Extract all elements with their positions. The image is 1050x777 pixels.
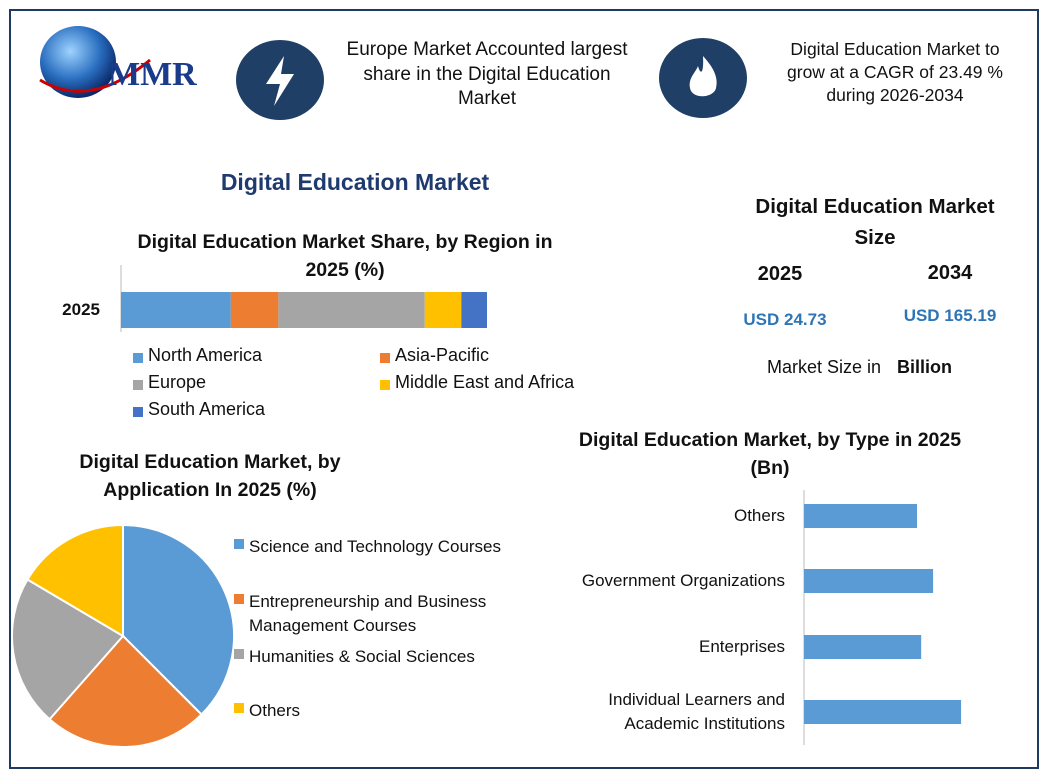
bar-segment <box>461 292 487 328</box>
bar-segment <box>278 292 425 328</box>
bar <box>804 700 962 724</box>
size-unit: Billion <box>897 357 952 377</box>
pie-slice <box>122 523 235 716</box>
fact: Digital Education Market to grow at a CA… <box>787 39 1003 105</box>
legend-label: Science and Technology Courses <box>249 537 502 556</box>
legend-swatch <box>380 353 390 363</box>
size-value: USD 165.19 <box>903 306 997 325</box>
legend-swatch <box>133 353 143 363</box>
legend-swatch <box>234 594 244 604</box>
fact: Europe Market Accounted largest share in… <box>346 39 628 110</box>
legend-label: South America <box>148 399 266 419</box>
bar <box>804 504 918 528</box>
legend-swatch <box>133 380 143 390</box>
y-tick-label: Individual Learners and Academic Institu… <box>608 689 785 734</box>
legend-label: Entrepreneurship and Business Management… <box>249 592 487 635</box>
flame <box>689 56 717 97</box>
pie-slice <box>11 578 125 721</box>
legend-swatch <box>133 407 143 417</box>
size-title: Digital Education Market Size <box>755 195 995 249</box>
bar <box>804 569 934 593</box>
chart-title: Digital Education Market, by Application… <box>79 451 341 502</box>
bar-segment <box>230 292 279 328</box>
legend-swatch <box>234 539 244 549</box>
legend-label: North America <box>148 345 263 365</box>
logo-swoosh <box>39 58 151 93</box>
size-value: USD 24.73 <box>743 310 827 329</box>
legend-swatch <box>234 649 244 659</box>
chart-title: Digital Education Market, by Type in 202… <box>578 429 962 480</box>
legend-label: Humanities & Social Sciences <box>249 647 475 666</box>
y-tick-label: Government Organizations <box>581 570 785 590</box>
pie-slice <box>48 634 203 748</box>
logo-globe <box>40 26 116 98</box>
bar-segment <box>121 292 231 328</box>
main-title: Digital Education Market <box>220 169 490 195</box>
legend-swatch <box>234 703 244 713</box>
y-tick-label: Others <box>733 505 785 525</box>
y-tick-label: 2025 <box>62 300 100 319</box>
legend-label: Middle East and Africa <box>395 372 575 392</box>
y-tick-label: Enterprises <box>699 636 785 656</box>
size-year: 2034 <box>927 262 973 284</box>
legend-label: Asia-Pacific <box>395 345 490 365</box>
size-year: 2025 <box>757 263 803 285</box>
bar-segment <box>424 292 462 328</box>
bar <box>804 635 922 659</box>
pie-slice <box>26 523 124 638</box>
size-note: Market Size in <box>767 357 882 377</box>
chart-title: Digital Education Market Share, by Regio… <box>137 231 553 282</box>
legend-label: Others <box>249 701 301 720</box>
bolt <box>266 56 294 106</box>
legend-swatch <box>380 380 390 390</box>
frame <box>9 9 1039 769</box>
legend-label: Europe <box>148 372 207 392</box>
logo-text: MMR <box>108 56 197 93</box>
